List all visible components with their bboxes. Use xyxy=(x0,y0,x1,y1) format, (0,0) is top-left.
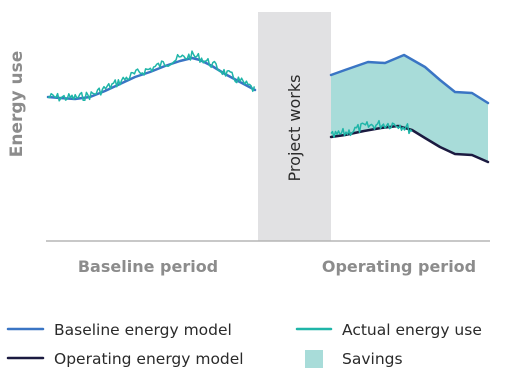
baseline-period-label: Baseline period xyxy=(78,257,218,276)
legend-item-savings: Savings xyxy=(305,350,403,368)
legend-label-operating-model: Operating energy model xyxy=(54,350,244,368)
baseline-energy-model-line-operating xyxy=(329,53,490,105)
legend-label-actual-use: Actual energy use xyxy=(342,321,482,339)
baseline-energy-model-line xyxy=(46,56,257,101)
legend-item-actual-use: Actual energy use xyxy=(295,321,482,339)
actual-energy-use-line xyxy=(47,50,256,102)
legend-label-baseline-model: Baseline energy model xyxy=(54,321,232,339)
project-works-label: Project works xyxy=(285,75,304,182)
legend: Baseline energy model Actual energy use … xyxy=(6,321,482,368)
project-works-band xyxy=(258,12,331,241)
operating-period-label: Operating period xyxy=(322,257,476,276)
operating-energy-model-line xyxy=(329,124,490,164)
legend-item-operating-model: Operating energy model xyxy=(6,350,244,368)
legend-item-baseline-model: Baseline energy model xyxy=(6,321,232,339)
legend-label-savings: Savings xyxy=(342,350,403,368)
legend-swatch-savings xyxy=(305,350,323,368)
y-axis-label: Energy use xyxy=(7,51,27,158)
actual-energy-use-line-operating xyxy=(330,119,413,139)
savings-area xyxy=(331,55,488,162)
